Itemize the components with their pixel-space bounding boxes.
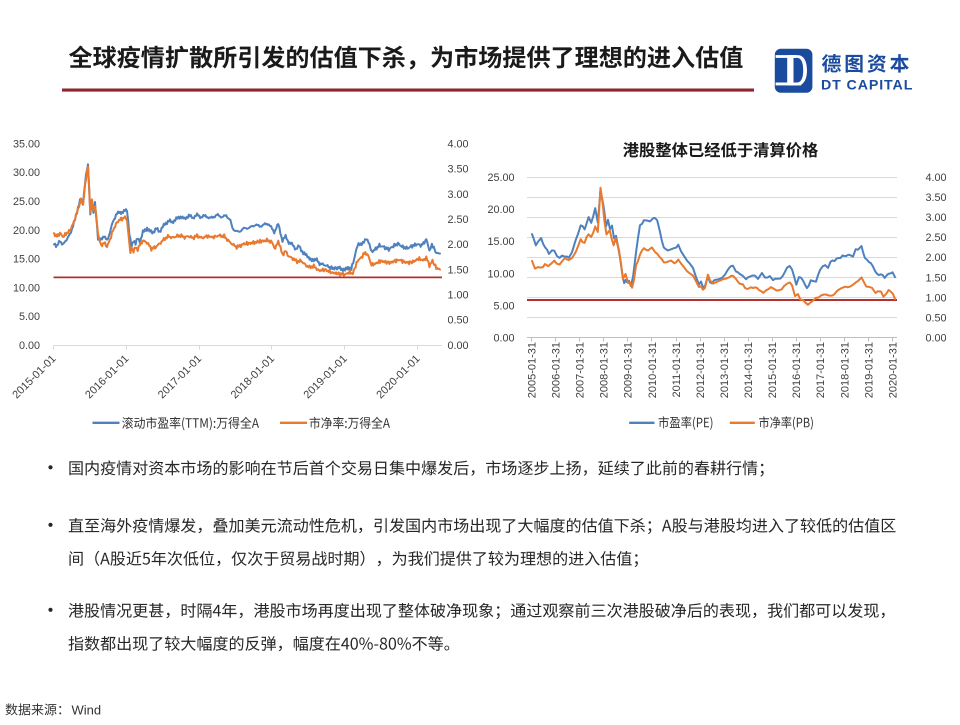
svg-text:5.00: 5.00 [493,300,514,312]
svg-text:2011-01-31: 2011-01-31 [671,342,683,397]
svg-text:3.00: 3.00 [448,189,469,201]
svg-text:2007-01-31: 2007-01-31 [575,342,587,398]
svg-text:1.00: 1.00 [448,290,469,302]
svg-text:10.00: 10.00 [487,268,514,280]
svg-text:2017-01-31: 2017-01-31 [815,342,827,398]
svg-text:35.00: 35.00 [13,138,40,150]
svg-text:2.00: 2.00 [448,239,469,251]
svg-text:1.00: 1.00 [926,292,947,304]
svg-text:2018-01-31: 2018-01-31 [839,342,851,398]
svg-text:2014-01-31: 2014-01-31 [743,342,755,398]
svg-text:15.00: 15.00 [487,236,514,248]
svg-text:2.00: 2.00 [926,252,947,264]
svg-text:2015-01-31: 2015-01-31 [767,342,779,398]
svg-text:15.00: 15.00 [13,254,40,266]
svg-text:5.00: 5.00 [19,311,40,323]
svg-text:2020-01-31: 2020-01-31 [888,342,900,398]
svg-text:2016-01-31: 2016-01-31 [791,342,803,398]
svg-text:2.50: 2.50 [926,232,947,244]
svg-text:0.00: 0.00 [448,340,469,352]
svg-text:0.00: 0.00 [19,340,40,352]
svg-text:1.50: 1.50 [448,264,469,276]
svg-text:2005-01-31: 2005-01-31 [526,342,538,398]
svg-text:0.00: 0.00 [926,332,947,344]
svg-text:2013-01-31: 2013-01-31 [719,342,731,398]
svg-text:1.50: 1.50 [926,272,947,284]
svg-text:3.50: 3.50 [448,164,469,176]
svg-text:2012-01-31: 2012-01-31 [695,342,707,398]
svg-text:2.50: 2.50 [448,214,469,226]
svg-text:0.50: 0.50 [448,315,469,327]
svg-text:4.00: 4.00 [926,172,947,184]
svg-text:3.50: 3.50 [926,192,947,204]
svg-text:10.00: 10.00 [13,282,40,294]
svg-text:0.50: 0.50 [926,312,947,324]
svg-text:DT CAPITAL: DT CAPITAL [821,78,913,94]
svg-text:20.00: 20.00 [487,204,514,216]
svg-text:2006-01-31: 2006-01-31 [551,342,563,398]
svg-text:2019-01-31: 2019-01-31 [863,342,875,398]
svg-text:Wind: Wind [72,702,102,717]
svg-text:2010-01-31: 2010-01-31 [647,342,659,398]
svg-text:20.00: 20.00 [13,225,40,237]
svg-text:0.00: 0.00 [493,332,514,344]
svg-text:25.00: 25.00 [487,172,514,184]
svg-text:4.00: 4.00 [448,138,469,150]
svg-text:2008-01-31: 2008-01-31 [599,342,611,398]
svg-text:30.00: 30.00 [13,167,40,179]
svg-text:3.00: 3.00 [926,212,947,224]
svg-text:25.00: 25.00 [13,196,40,208]
svg-text:2009-01-31: 2009-01-31 [623,342,635,398]
